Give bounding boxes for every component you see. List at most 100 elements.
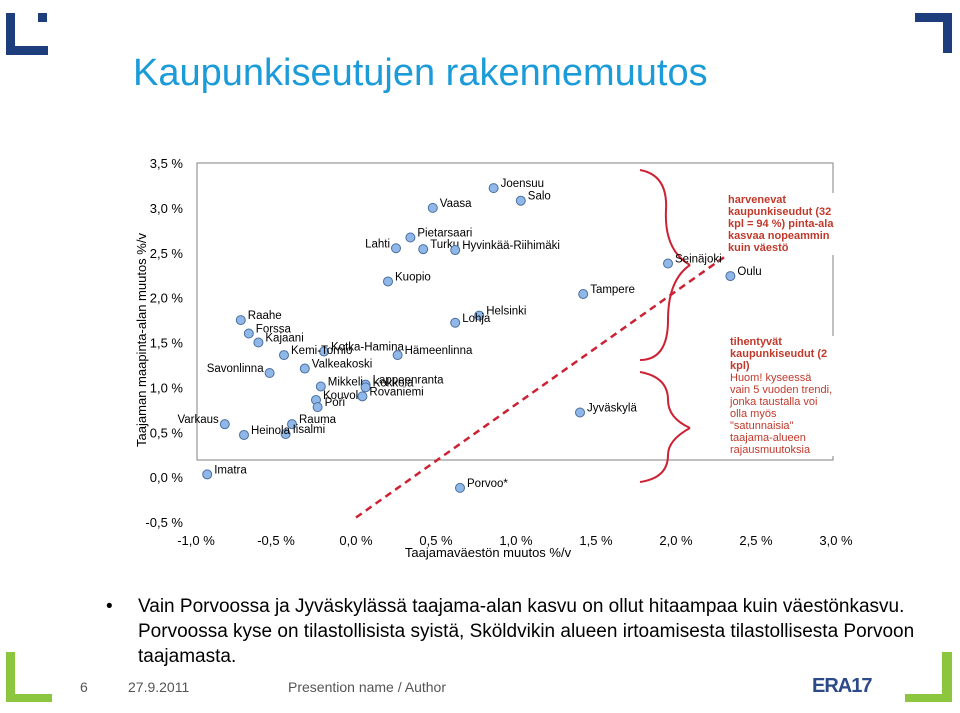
data-point-label: Lohja <box>462 313 491 325</box>
data-point <box>383 276 393 287</box>
diagonal-line <box>355 256 725 519</box>
x-tick-label: -0,5 % <box>257 533 295 548</box>
data-point-label: Kuopio <box>395 271 431 283</box>
data-point <box>280 429 291 440</box>
corner-bracket-bottom-right <box>905 652 952 702</box>
data-point <box>578 289 589 300</box>
corner-bracket-bottom-left <box>6 652 52 702</box>
data-point-label: Kotka-Hamina <box>331 341 404 353</box>
data-point <box>287 419 297 430</box>
data-point-label: Hämeenlinna <box>405 345 473 357</box>
data-point <box>575 407 585 418</box>
x-tick-label: 1,0 % <box>499 533 533 548</box>
data-point-label: Mikkeli <box>328 376 363 388</box>
footer-presentation-name: Presention name / Author <box>288 679 446 695</box>
data-point-label: Valkeakoski <box>312 359 373 371</box>
brace-bottom <box>639 371 691 483</box>
ticks-layer: 3,5 % 3,0 % 2,5 % 2,0 % 1,5 % 1,0 % 0,5 % 0,0 %… <box>145 156 853 548</box>
x-tick-label: 3,0 % <box>819 533 853 548</box>
annotation-bottom: tihentyvät kaupunkiseudut (2 kpl) Huom! … <box>730 336 834 456</box>
annotation-top: harvenevat kaupunkiseudut (32 kpl = 94 %… <box>727 193 835 255</box>
data-point <box>418 244 429 255</box>
data-point <box>515 195 526 206</box>
data-point-label: Pori <box>325 397 345 409</box>
data-point-label: Tampere <box>590 284 635 296</box>
x-tick-label: 0,0 % <box>339 533 373 548</box>
y-axis-label: Taajaman maapinta-alan muutos %/v <box>134 233 149 447</box>
x-tick-label: 0,5 % <box>419 533 453 548</box>
y-tick-label: 2,5 % <box>150 246 184 261</box>
data-point <box>391 243 401 254</box>
brace-top <box>639 169 691 361</box>
data-point-label: Kajaani <box>265 333 303 345</box>
data-point-label: Savonlinna <box>207 363 265 375</box>
x-axis-label: Taajamaväestön muutos %/v <box>405 545 572 560</box>
data-point-label: Rauma <box>299 414 337 426</box>
x-tick-label: 2,0 % <box>659 533 693 548</box>
y-tick-label: 3,5 % <box>150 156 184 171</box>
data-point-label: Imatra <box>214 464 247 476</box>
data-point <box>357 391 368 402</box>
bullet-text: Vain Porvoossa ja Jyväskylässä taajama-a… <box>138 596 915 667</box>
data-point-label: Salo <box>528 191 551 203</box>
data-point-label: Lappeenranta <box>373 375 445 387</box>
bullet-dot: • <box>106 596 113 617</box>
y-tick-label: 1,0 % <box>150 380 184 395</box>
y-tick-label: 1,5 % <box>150 336 184 351</box>
data-point <box>663 258 673 269</box>
data-point-label: Joensuu <box>501 178 544 190</box>
data-point-label: Heinola <box>251 425 291 437</box>
footer-page-number: 6 <box>80 679 88 695</box>
data-point <box>725 271 736 282</box>
y-tick-label: 0,5 % <box>150 425 184 440</box>
data-point-label: Lahti <box>365 238 390 250</box>
data-point <box>264 368 275 379</box>
data-point <box>319 346 329 357</box>
x-tick-label: 1,5 % <box>579 533 613 548</box>
data-point-label: Rovaniemi <box>369 386 423 398</box>
data-point <box>450 245 461 256</box>
data-point <box>235 315 246 326</box>
y-tick-label: 2,0 % <box>150 291 184 306</box>
data-point <box>405 232 416 243</box>
data-point <box>315 381 326 392</box>
data-point <box>299 363 310 374</box>
data-point <box>279 350 289 361</box>
data-point <box>219 419 230 430</box>
data-point <box>202 469 213 480</box>
footer-date: 27.9.2011 <box>128 679 190 695</box>
data-point <box>450 317 461 328</box>
data-point <box>392 350 403 361</box>
data-point <box>253 337 264 348</box>
corner-bracket-top-left <box>6 13 48 55</box>
y-tick-label: 3,0 % <box>150 201 184 216</box>
data-point-label: Varkaus <box>177 414 219 426</box>
data-point <box>474 310 485 321</box>
data-point-label: Raahe <box>248 310 282 322</box>
y-tick-label: 0,0 % <box>150 470 184 485</box>
data-point-label: Forssa <box>256 324 292 336</box>
data-point <box>312 402 323 413</box>
annotation-bottom-title: tihentyvät kaupunkiseudut (2 kpl) <box>730 336 828 372</box>
data-point-label: Vaasa <box>440 198 472 210</box>
data-point-label: Hyvinkää-Riihimäki <box>462 240 560 252</box>
data-point <box>239 429 249 440</box>
data-point <box>488 183 499 194</box>
data-point-label: Kouvola <box>323 390 365 402</box>
data-point <box>360 382 371 393</box>
data-point-label: Oulu <box>737 266 761 278</box>
data-point-label: Helsinki <box>486 306 526 318</box>
bullet-block: • Vain Porvoossa ja Jyväskylässä taajama… <box>106 594 916 669</box>
data-point <box>243 328 254 339</box>
annotation-bottom-note: Huom! kyseessä vain 5 vuoden trendi, jon… <box>730 372 833 456</box>
data-point-label: Pietarsaari <box>417 227 472 239</box>
data-point-label: Kokkola <box>373 377 415 389</box>
data-point <box>455 482 465 493</box>
data-point-label: Iisalmi <box>293 424 326 436</box>
x-tick-label: 2,5 % <box>739 533 773 548</box>
y-tick-label: -0,5 % <box>145 515 183 530</box>
data-point-label: Seinäjoki <box>675 254 722 266</box>
data-point-label: Jyväskylä <box>587 403 637 415</box>
data-point-label: Kemi-Tornio <box>291 345 352 357</box>
